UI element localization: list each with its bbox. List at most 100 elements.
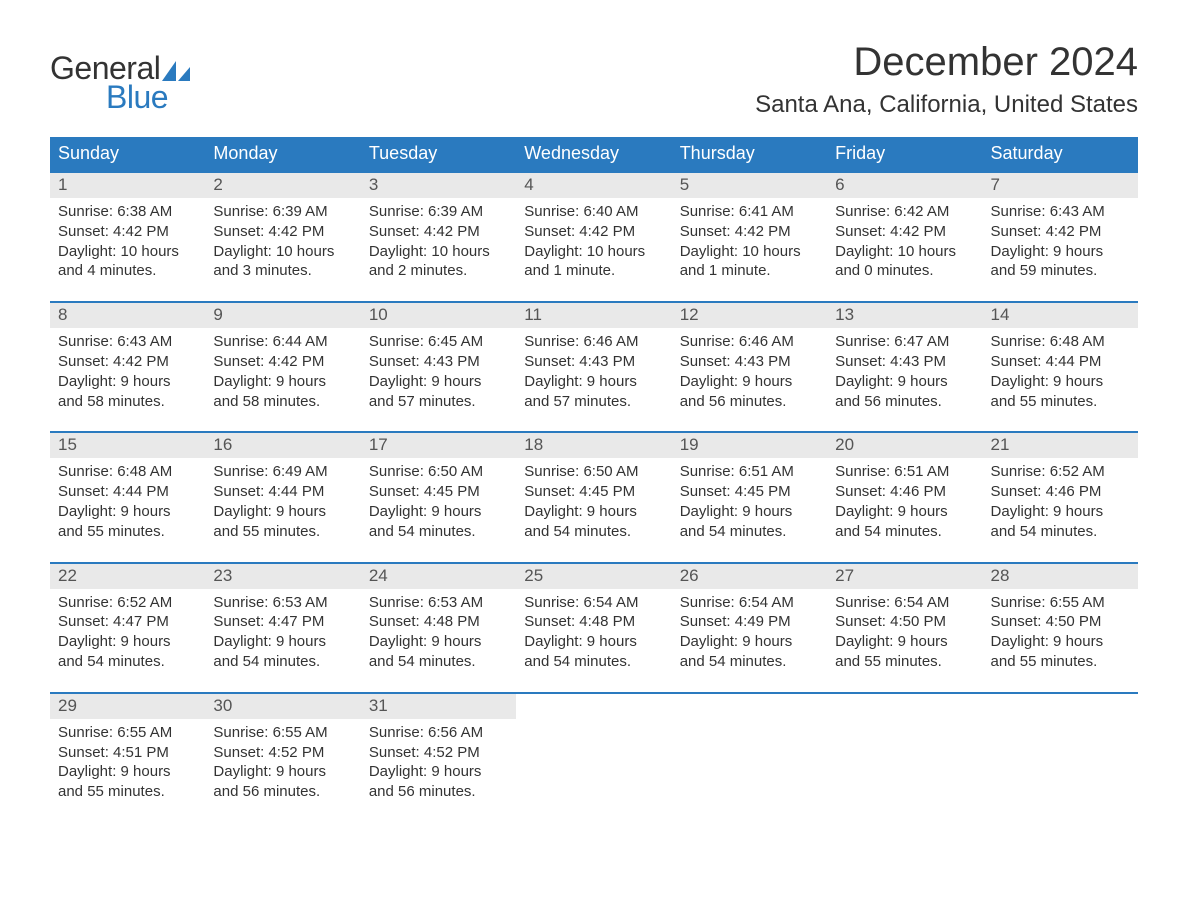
sunrise-line: Sunrise: 6:54 AM	[524, 593, 663, 613]
week-row: 8Sunrise: 6:43 AMSunset: 4:42 PMDaylight…	[50, 301, 1138, 417]
sunset-line: Sunset: 4:45 PM	[524, 482, 663, 502]
day-cell	[672, 694, 827, 808]
sunset-line: Sunset: 4:45 PM	[680, 482, 819, 502]
day-cell: 20Sunrise: 6:51 AMSunset: 4:46 PMDayligh…	[827, 433, 982, 547]
day-number: 31	[361, 694, 516, 719]
sunset-line: Sunset: 4:51 PM	[58, 743, 197, 763]
day-data: Sunrise: 6:43 AMSunset: 4:42 PMDaylight:…	[50, 328, 205, 417]
sunrise-line: Sunrise: 6:39 AM	[213, 202, 352, 222]
sunset-line: Sunset: 4:42 PM	[213, 222, 352, 242]
day-data: Sunrise: 6:54 AMSunset: 4:50 PMDaylight:…	[827, 589, 982, 678]
sunrise-line: Sunrise: 6:49 AM	[213, 462, 352, 482]
daylight-line: Daylight: 9 hours and 55 minutes.	[213, 502, 352, 542]
day-header-row: Sunday Monday Tuesday Wednesday Thursday…	[50, 137, 1138, 171]
day-cell: 23Sunrise: 6:53 AMSunset: 4:47 PMDayligh…	[205, 564, 360, 678]
page-header: General Blue December 2024 Santa Ana, Ca…	[50, 40, 1138, 119]
day-header: Saturday	[983, 137, 1138, 171]
week-row: 22Sunrise: 6:52 AMSunset: 4:47 PMDayligh…	[50, 562, 1138, 678]
day-data: Sunrise: 6:49 AMSunset: 4:44 PMDaylight:…	[205, 458, 360, 547]
day-number: 4	[516, 173, 671, 198]
sunset-line: Sunset: 4:44 PM	[58, 482, 197, 502]
daylight-line: Daylight: 9 hours and 58 minutes.	[213, 372, 352, 412]
day-cell: 21Sunrise: 6:52 AMSunset: 4:46 PMDayligh…	[983, 433, 1138, 547]
day-data: Sunrise: 6:42 AMSunset: 4:42 PMDaylight:…	[827, 198, 982, 287]
day-cell: 18Sunrise: 6:50 AMSunset: 4:45 PMDayligh…	[516, 433, 671, 547]
sunrise-line: Sunrise: 6:46 AM	[680, 332, 819, 352]
sunrise-line: Sunrise: 6:44 AM	[213, 332, 352, 352]
day-number: 28	[983, 564, 1138, 589]
daylight-line: Daylight: 9 hours and 54 minutes.	[991, 502, 1130, 542]
day-number: 14	[983, 303, 1138, 328]
daylight-line: Daylight: 9 hours and 56 minutes.	[213, 762, 352, 802]
sunset-line: Sunset: 4:50 PM	[991, 612, 1130, 632]
sunrise-line: Sunrise: 6:54 AM	[680, 593, 819, 613]
day-cell: 9Sunrise: 6:44 AMSunset: 4:42 PMDaylight…	[205, 303, 360, 417]
daylight-line: Daylight: 9 hours and 54 minutes.	[835, 502, 974, 542]
sunset-line: Sunset: 4:43 PM	[524, 352, 663, 372]
sunrise-line: Sunrise: 6:42 AM	[835, 202, 974, 222]
day-data: Sunrise: 6:51 AMSunset: 4:46 PMDaylight:…	[827, 458, 982, 547]
sunrise-line: Sunrise: 6:46 AM	[524, 332, 663, 352]
daylight-line: Daylight: 9 hours and 55 minutes.	[58, 762, 197, 802]
sunrise-line: Sunrise: 6:53 AM	[213, 593, 352, 613]
day-cell: 29Sunrise: 6:55 AMSunset: 4:51 PMDayligh…	[50, 694, 205, 808]
sunrise-line: Sunrise: 6:41 AM	[680, 202, 819, 222]
day-cell: 27Sunrise: 6:54 AMSunset: 4:50 PMDayligh…	[827, 564, 982, 678]
day-cell: 30Sunrise: 6:55 AMSunset: 4:52 PMDayligh…	[205, 694, 360, 808]
day-number: 6	[827, 173, 982, 198]
sunrise-line: Sunrise: 6:45 AM	[369, 332, 508, 352]
sunrise-line: Sunrise: 6:55 AM	[991, 593, 1130, 613]
day-cell: 1Sunrise: 6:38 AMSunset: 4:42 PMDaylight…	[50, 173, 205, 287]
day-data: Sunrise: 6:55 AMSunset: 4:52 PMDaylight:…	[205, 719, 360, 808]
sunrise-line: Sunrise: 6:43 AM	[58, 332, 197, 352]
sunset-line: Sunset: 4:47 PM	[58, 612, 197, 632]
week-row: 29Sunrise: 6:55 AMSunset: 4:51 PMDayligh…	[50, 692, 1138, 808]
sunrise-line: Sunrise: 6:39 AM	[369, 202, 508, 222]
day-header: Friday	[827, 137, 982, 171]
day-number: 20	[827, 433, 982, 458]
day-data: Sunrise: 6:48 AMSunset: 4:44 PMDaylight:…	[983, 328, 1138, 417]
day-cell: 28Sunrise: 6:55 AMSunset: 4:50 PMDayligh…	[983, 564, 1138, 678]
sunset-line: Sunset: 4:43 PM	[680, 352, 819, 372]
daylight-line: Daylight: 10 hours and 4 minutes.	[58, 242, 197, 282]
daylight-line: Daylight: 9 hours and 56 minutes.	[369, 762, 508, 802]
day-data: Sunrise: 6:55 AMSunset: 4:51 PMDaylight:…	[50, 719, 205, 808]
day-cell: 5Sunrise: 6:41 AMSunset: 4:42 PMDaylight…	[672, 173, 827, 287]
day-data: Sunrise: 6:38 AMSunset: 4:42 PMDaylight:…	[50, 198, 205, 287]
daylight-line: Daylight: 9 hours and 57 minutes.	[524, 372, 663, 412]
daylight-line: Daylight: 9 hours and 54 minutes.	[680, 632, 819, 672]
sunset-line: Sunset: 4:42 PM	[835, 222, 974, 242]
day-cell: 3Sunrise: 6:39 AMSunset: 4:42 PMDaylight…	[361, 173, 516, 287]
sunrise-line: Sunrise: 6:54 AM	[835, 593, 974, 613]
month-title: December 2024	[755, 40, 1138, 85]
sunset-line: Sunset: 4:42 PM	[680, 222, 819, 242]
day-header: Tuesday	[361, 137, 516, 171]
daylight-line: Daylight: 10 hours and 1 minute.	[680, 242, 819, 282]
sunset-line: Sunset: 4:52 PM	[369, 743, 508, 763]
day-cell: 2Sunrise: 6:39 AMSunset: 4:42 PMDaylight…	[205, 173, 360, 287]
day-number: 13	[827, 303, 982, 328]
sunset-line: Sunset: 4:44 PM	[991, 352, 1130, 372]
day-data: Sunrise: 6:52 AMSunset: 4:47 PMDaylight:…	[50, 589, 205, 678]
daylight-line: Daylight: 9 hours and 54 minutes.	[369, 502, 508, 542]
sunrise-line: Sunrise: 6:38 AM	[58, 202, 197, 222]
daylight-line: Daylight: 9 hours and 55 minutes.	[991, 372, 1130, 412]
day-data: Sunrise: 6:46 AMSunset: 4:43 PMDaylight:…	[672, 328, 827, 417]
day-number: 21	[983, 433, 1138, 458]
sunrise-line: Sunrise: 6:40 AM	[524, 202, 663, 222]
sunset-line: Sunset: 4:42 PM	[991, 222, 1130, 242]
day-cell: 11Sunrise: 6:46 AMSunset: 4:43 PMDayligh…	[516, 303, 671, 417]
daylight-line: Daylight: 10 hours and 3 minutes.	[213, 242, 352, 282]
day-cell: 13Sunrise: 6:47 AMSunset: 4:43 PMDayligh…	[827, 303, 982, 417]
day-number: 15	[50, 433, 205, 458]
day-cell: 24Sunrise: 6:53 AMSunset: 4:48 PMDayligh…	[361, 564, 516, 678]
sunset-line: Sunset: 4:47 PM	[213, 612, 352, 632]
day-data: Sunrise: 6:39 AMSunset: 4:42 PMDaylight:…	[205, 198, 360, 287]
day-data: Sunrise: 6:39 AMSunset: 4:42 PMDaylight:…	[361, 198, 516, 287]
daylight-line: Daylight: 9 hours and 54 minutes.	[680, 502, 819, 542]
sunset-line: Sunset: 4:42 PM	[213, 352, 352, 372]
calendar: Sunday Monday Tuesday Wednesday Thursday…	[50, 137, 1138, 808]
daylight-line: Daylight: 10 hours and 2 minutes.	[369, 242, 508, 282]
daylight-line: Daylight: 9 hours and 57 minutes.	[369, 372, 508, 412]
day-number: 3	[361, 173, 516, 198]
